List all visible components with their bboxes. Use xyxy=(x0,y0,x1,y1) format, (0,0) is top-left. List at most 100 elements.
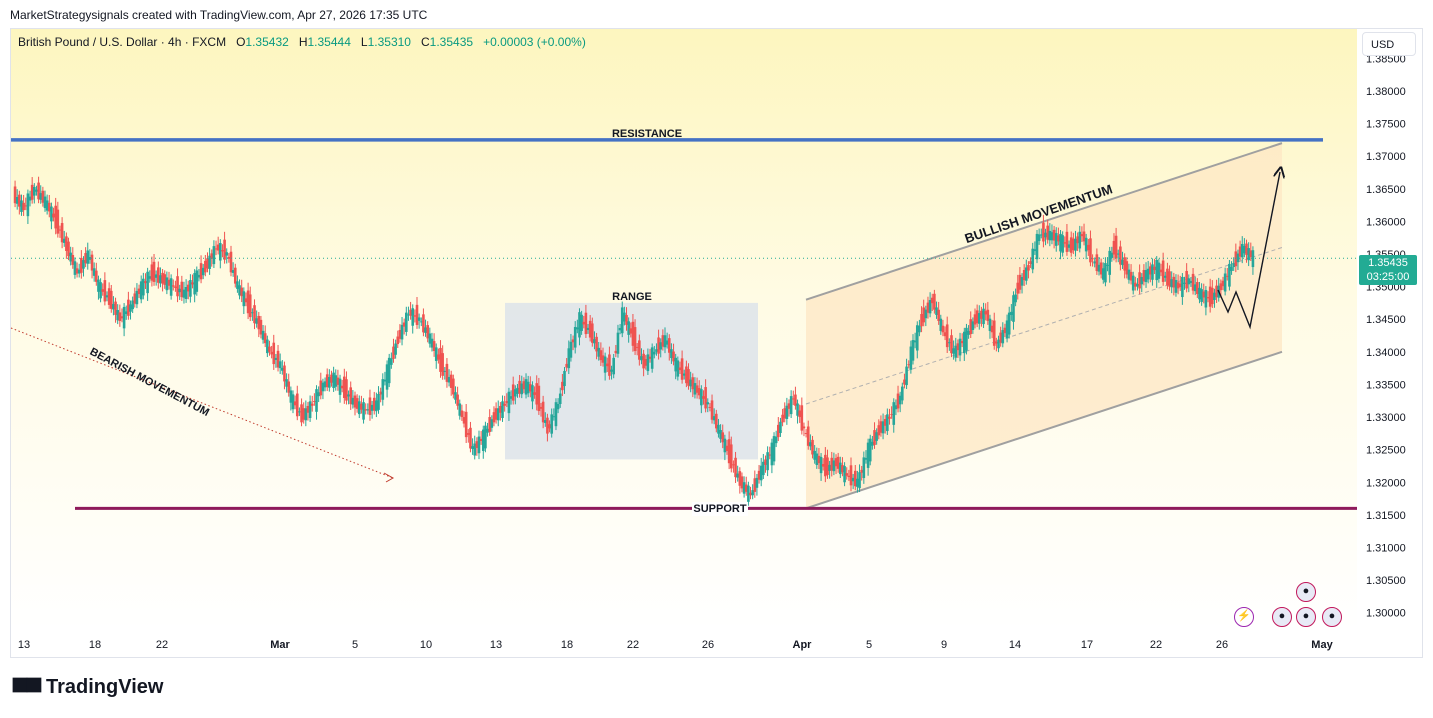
candle-body xyxy=(35,189,38,192)
candle-body xyxy=(1134,282,1137,287)
candle-body xyxy=(336,377,340,385)
candle-body xyxy=(422,314,425,333)
candle-body xyxy=(1080,234,1084,237)
tradingview-logo[interactable]: ⯀⯀ TradingView xyxy=(12,676,163,699)
projection-path xyxy=(1217,172,1280,330)
candle-body xyxy=(306,405,310,413)
candle-body xyxy=(729,444,733,469)
candle-body xyxy=(398,329,402,339)
candle-body xyxy=(208,255,211,269)
candle-body xyxy=(221,250,224,252)
candle-body xyxy=(980,310,983,319)
candle-body xyxy=(845,473,849,476)
candle-body xyxy=(417,317,421,321)
candle-body xyxy=(1112,240,1116,255)
candle-body xyxy=(783,408,787,419)
candle-body xyxy=(407,314,410,316)
candle-body xyxy=(131,300,134,310)
candle-body xyxy=(678,367,682,371)
candle-body xyxy=(631,321,635,346)
candle-body xyxy=(905,366,908,386)
candle-body xyxy=(913,340,917,343)
candle-body xyxy=(152,261,156,282)
candle-body xyxy=(982,308,985,325)
currency-button[interactable]: USD xyxy=(1362,32,1416,56)
us-flag-event-icon-2[interactable]: ● xyxy=(1296,607,1316,627)
candle-body xyxy=(956,343,960,351)
candle-body xyxy=(556,404,560,410)
candle-body xyxy=(37,182,40,200)
candle-body xyxy=(1185,270,1188,289)
x-tick-label: 26 xyxy=(1216,639,1228,651)
candle-body xyxy=(644,359,648,366)
candle-body xyxy=(1018,274,1022,290)
candle-body xyxy=(460,410,464,418)
candle-body xyxy=(757,470,761,480)
us-flag-event-icon-3[interactable]: ● xyxy=(1322,607,1342,627)
x-tick-label: 10 xyxy=(420,639,432,651)
candle-body xyxy=(563,370,566,387)
candle-body xyxy=(471,446,474,449)
candle-body xyxy=(1069,237,1073,253)
candle-body xyxy=(400,324,404,340)
candle-body xyxy=(364,409,367,411)
candle-body xyxy=(52,213,55,218)
candle-body xyxy=(569,341,573,358)
change-value: +0.00003 (+0.00%) xyxy=(483,35,586,49)
candle-body xyxy=(394,343,397,355)
candle-body xyxy=(441,353,444,376)
candle-body xyxy=(717,424,720,434)
candle-body xyxy=(1025,267,1028,281)
candle-body xyxy=(828,464,831,471)
us-flag-event-icon-1[interactable]: ● xyxy=(1272,607,1292,627)
candle-body xyxy=(937,309,940,321)
lightning-icon[interactable]: ⚡ xyxy=(1234,607,1254,627)
candle-body xyxy=(338,378,342,395)
candle-body xyxy=(1204,290,1208,308)
candle-body xyxy=(1240,243,1244,258)
candle-body xyxy=(558,393,562,404)
candle-body xyxy=(710,400,714,420)
x-tick-label: Apr xyxy=(793,639,813,651)
candle-body xyxy=(107,288,111,305)
candle-body xyxy=(988,318,992,331)
candle-body xyxy=(242,291,246,307)
candle-body xyxy=(88,257,92,260)
candle-body xyxy=(779,421,782,434)
candle-body xyxy=(473,443,477,456)
symbol-name[interactable]: British Pound / U.S. Dollar · 4h · FXCM xyxy=(18,35,227,49)
candle-body xyxy=(888,416,891,419)
candle-body xyxy=(360,403,363,410)
candle-body xyxy=(992,320,996,346)
candle-body xyxy=(774,436,778,444)
y-tick-label: 1.36000 xyxy=(1366,216,1406,228)
candle-body xyxy=(1181,276,1184,298)
candle-body xyxy=(1249,250,1253,258)
candle-body xyxy=(648,356,652,359)
candle-body xyxy=(392,346,395,359)
candle-body xyxy=(321,382,325,392)
candle-body xyxy=(584,312,588,335)
candle-body xyxy=(691,377,695,390)
candle-body xyxy=(328,377,331,388)
candle-body xyxy=(1003,327,1007,334)
candle-body xyxy=(894,405,898,410)
uk-flag-event-icon[interactable]: ● xyxy=(1296,582,1316,602)
candle-body xyxy=(142,278,145,296)
candle-body xyxy=(868,438,872,462)
candle-body xyxy=(60,223,64,243)
x-tick-label: 13 xyxy=(18,639,30,651)
candle-body xyxy=(434,347,438,361)
candle-body xyxy=(278,361,282,369)
candle-body xyxy=(1022,269,1026,281)
low-label: L xyxy=(360,35,368,49)
candle-body xyxy=(479,438,483,441)
bearish-arrow-head xyxy=(383,472,395,483)
candle-body xyxy=(1228,263,1231,287)
candle-body xyxy=(539,406,543,409)
candle-body xyxy=(1059,233,1062,252)
candle-body xyxy=(753,478,757,492)
candle-body xyxy=(199,263,203,280)
candle-body xyxy=(1110,252,1114,258)
